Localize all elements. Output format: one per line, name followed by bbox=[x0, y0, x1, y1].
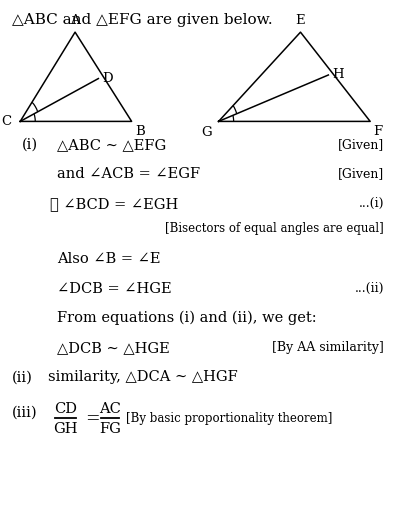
Text: [By basic proportionality theorem]: [By basic proportionality theorem] bbox=[126, 411, 332, 425]
Text: △DCB ∼ △HGE: △DCB ∼ △HGE bbox=[57, 340, 170, 354]
Text: (iii): (iii) bbox=[12, 405, 38, 419]
Text: AC: AC bbox=[99, 401, 121, 415]
Text: and ∠ACB = ∠EGF: and ∠ACB = ∠EGF bbox=[57, 167, 200, 181]
Text: △ABC and △EFG are given below.: △ABC and △EFG are given below. bbox=[12, 13, 272, 26]
Text: D: D bbox=[102, 71, 113, 84]
Text: ∠DCB = ∠HGE: ∠DCB = ∠HGE bbox=[57, 281, 172, 295]
Text: H: H bbox=[332, 68, 344, 81]
Text: A: A bbox=[70, 14, 80, 26]
Text: F: F bbox=[373, 125, 383, 137]
Text: GH: GH bbox=[53, 421, 78, 435]
Text: =: = bbox=[85, 409, 99, 427]
Text: E: E bbox=[296, 14, 305, 26]
Text: (ii): (ii) bbox=[12, 370, 33, 383]
Text: CD: CD bbox=[54, 401, 77, 415]
Text: FG: FG bbox=[99, 421, 121, 435]
Text: [Bisectors of equal angles are equal]: [Bisectors of equal angles are equal] bbox=[166, 222, 384, 235]
Text: △ABC ∼ △EFG: △ABC ∼ △EFG bbox=[57, 137, 167, 151]
Text: G: G bbox=[201, 126, 211, 139]
Text: [Given]: [Given] bbox=[338, 137, 384, 150]
Text: (i): (i) bbox=[22, 137, 38, 151]
Text: Also ∠B = ∠E: Also ∠B = ∠E bbox=[57, 251, 161, 265]
Text: [By AA similarity]: [By AA similarity] bbox=[272, 340, 384, 353]
Text: ∴ ∠BCD = ∠EGH: ∴ ∠BCD = ∠EGH bbox=[50, 196, 178, 210]
Text: ...(i): ...(i) bbox=[359, 196, 384, 209]
Text: ...(ii): ...(ii) bbox=[355, 281, 384, 294]
Text: From equations (i) and (ii), we get:: From equations (i) and (ii), we get: bbox=[57, 310, 317, 325]
Text: [Given]: [Given] bbox=[338, 167, 384, 180]
Text: B: B bbox=[135, 125, 145, 137]
Text: similarity, △DCA ∼ △HGF: similarity, △DCA ∼ △HGF bbox=[48, 370, 237, 383]
Text: C: C bbox=[1, 115, 11, 128]
